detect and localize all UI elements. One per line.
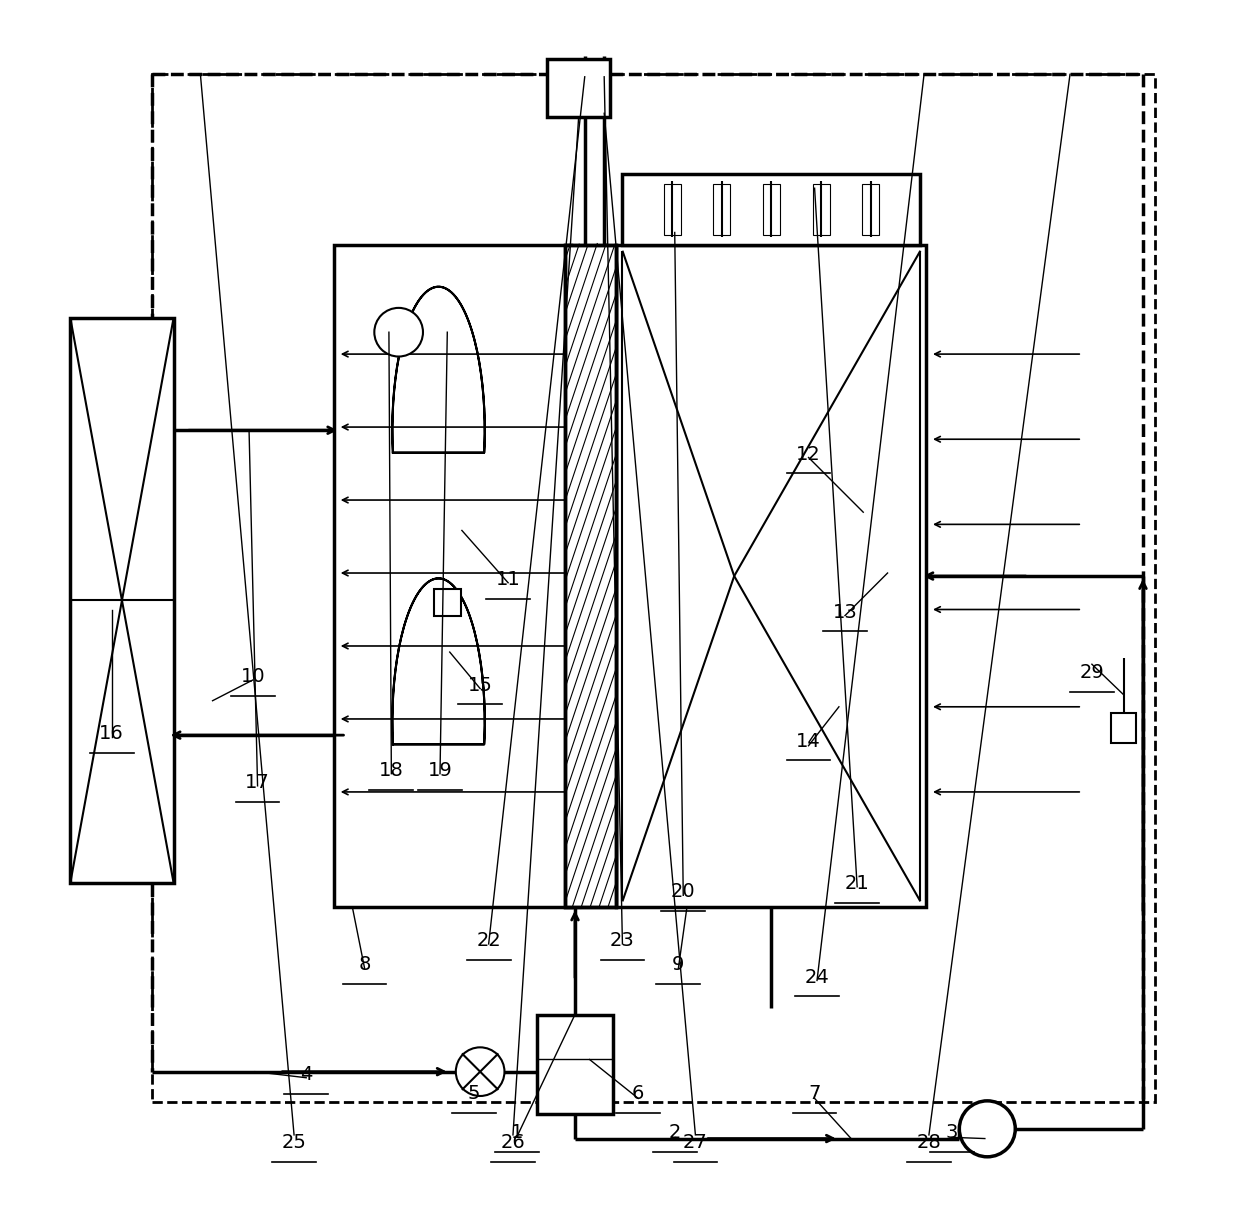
Text: 5: 5 bbox=[467, 1084, 480, 1103]
Text: 9: 9 bbox=[672, 956, 684, 974]
Text: 10: 10 bbox=[241, 667, 265, 686]
Text: 14: 14 bbox=[796, 731, 821, 751]
Text: 2: 2 bbox=[668, 1123, 681, 1142]
Bar bbox=[763, 184, 780, 235]
Bar bbox=[565, 245, 616, 907]
Text: 8: 8 bbox=[358, 956, 371, 974]
Bar bbox=[151, 74, 1156, 1102]
Text: 7: 7 bbox=[808, 1084, 821, 1103]
Bar bbox=[434, 589, 461, 616]
Bar bbox=[713, 184, 730, 235]
Bar bbox=[812, 184, 830, 235]
Bar bbox=[616, 245, 926, 907]
Text: 23: 23 bbox=[610, 931, 635, 950]
Text: 18: 18 bbox=[379, 761, 404, 780]
Text: 25: 25 bbox=[281, 1132, 306, 1152]
Bar bbox=[565, 245, 616, 907]
Circle shape bbox=[456, 1047, 505, 1096]
Bar bbox=[71, 318, 174, 883]
Bar bbox=[547, 59, 610, 117]
Text: 24: 24 bbox=[805, 968, 830, 986]
Text: 22: 22 bbox=[476, 931, 501, 950]
Text: 12: 12 bbox=[796, 445, 821, 463]
Text: 6: 6 bbox=[632, 1084, 645, 1103]
Bar bbox=[663, 184, 681, 235]
Text: 11: 11 bbox=[496, 569, 521, 589]
Text: 4: 4 bbox=[300, 1065, 312, 1084]
Text: 27: 27 bbox=[683, 1132, 708, 1152]
Text: 20: 20 bbox=[671, 883, 696, 901]
Text: 13: 13 bbox=[832, 602, 857, 622]
Bar bbox=[537, 1014, 613, 1114]
Bar bbox=[335, 245, 572, 907]
Text: 16: 16 bbox=[99, 724, 124, 744]
Text: 29: 29 bbox=[1080, 663, 1105, 683]
Text: 15: 15 bbox=[467, 675, 492, 695]
Bar bbox=[622, 174, 920, 245]
Text: 26: 26 bbox=[501, 1132, 526, 1152]
Bar bbox=[862, 184, 879, 235]
Text: 3: 3 bbox=[946, 1123, 959, 1142]
Text: 17: 17 bbox=[246, 773, 270, 792]
Text: 1: 1 bbox=[511, 1123, 523, 1142]
Bar bbox=[1111, 713, 1136, 744]
Text: 21: 21 bbox=[844, 874, 869, 892]
Text: 19: 19 bbox=[428, 761, 453, 780]
Circle shape bbox=[374, 308, 423, 356]
Circle shape bbox=[960, 1101, 1016, 1157]
Text: 28: 28 bbox=[916, 1132, 941, 1152]
